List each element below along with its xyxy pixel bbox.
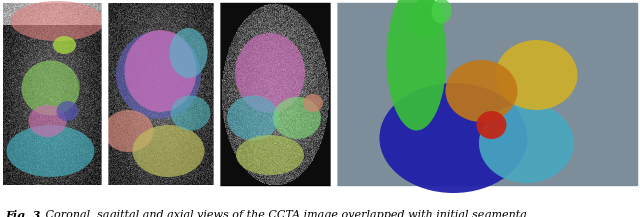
Ellipse shape bbox=[125, 30, 196, 112]
Bar bbox=[102, 0, 107, 217]
Ellipse shape bbox=[476, 111, 506, 139]
Ellipse shape bbox=[29, 105, 67, 137]
Ellipse shape bbox=[387, 0, 447, 130]
Bar bbox=[331, 0, 336, 217]
Ellipse shape bbox=[22, 61, 79, 115]
Ellipse shape bbox=[104, 110, 154, 152]
Ellipse shape bbox=[6, 125, 95, 177]
Text: Coronal, sagittal and axial views of the CCTA image overlapped with initial segm: Coronal, sagittal and axial views of the… bbox=[42, 210, 527, 217]
Text: Fig. 3.: Fig. 3. bbox=[5, 210, 44, 217]
Ellipse shape bbox=[170, 28, 207, 78]
Bar bbox=[336, 3, 637, 185]
Ellipse shape bbox=[479, 103, 574, 183]
Ellipse shape bbox=[236, 135, 304, 175]
Bar bbox=[219, 3, 331, 185]
Ellipse shape bbox=[170, 95, 211, 130]
Bar bbox=[102, 0, 107, 217]
Ellipse shape bbox=[409, 0, 444, 38]
Ellipse shape bbox=[380, 83, 527, 193]
Ellipse shape bbox=[431, 0, 451, 23]
Bar bbox=[214, 0, 219, 217]
Ellipse shape bbox=[53, 36, 76, 54]
Ellipse shape bbox=[303, 94, 323, 112]
Ellipse shape bbox=[273, 97, 321, 139]
Ellipse shape bbox=[235, 33, 305, 113]
Ellipse shape bbox=[227, 95, 279, 140]
Ellipse shape bbox=[445, 60, 518, 122]
Ellipse shape bbox=[132, 125, 205, 177]
Bar bbox=[331, 0, 336, 217]
Ellipse shape bbox=[56, 101, 79, 121]
Ellipse shape bbox=[495, 40, 577, 110]
Ellipse shape bbox=[10, 1, 104, 41]
Ellipse shape bbox=[116, 31, 201, 119]
Bar bbox=[214, 0, 219, 217]
